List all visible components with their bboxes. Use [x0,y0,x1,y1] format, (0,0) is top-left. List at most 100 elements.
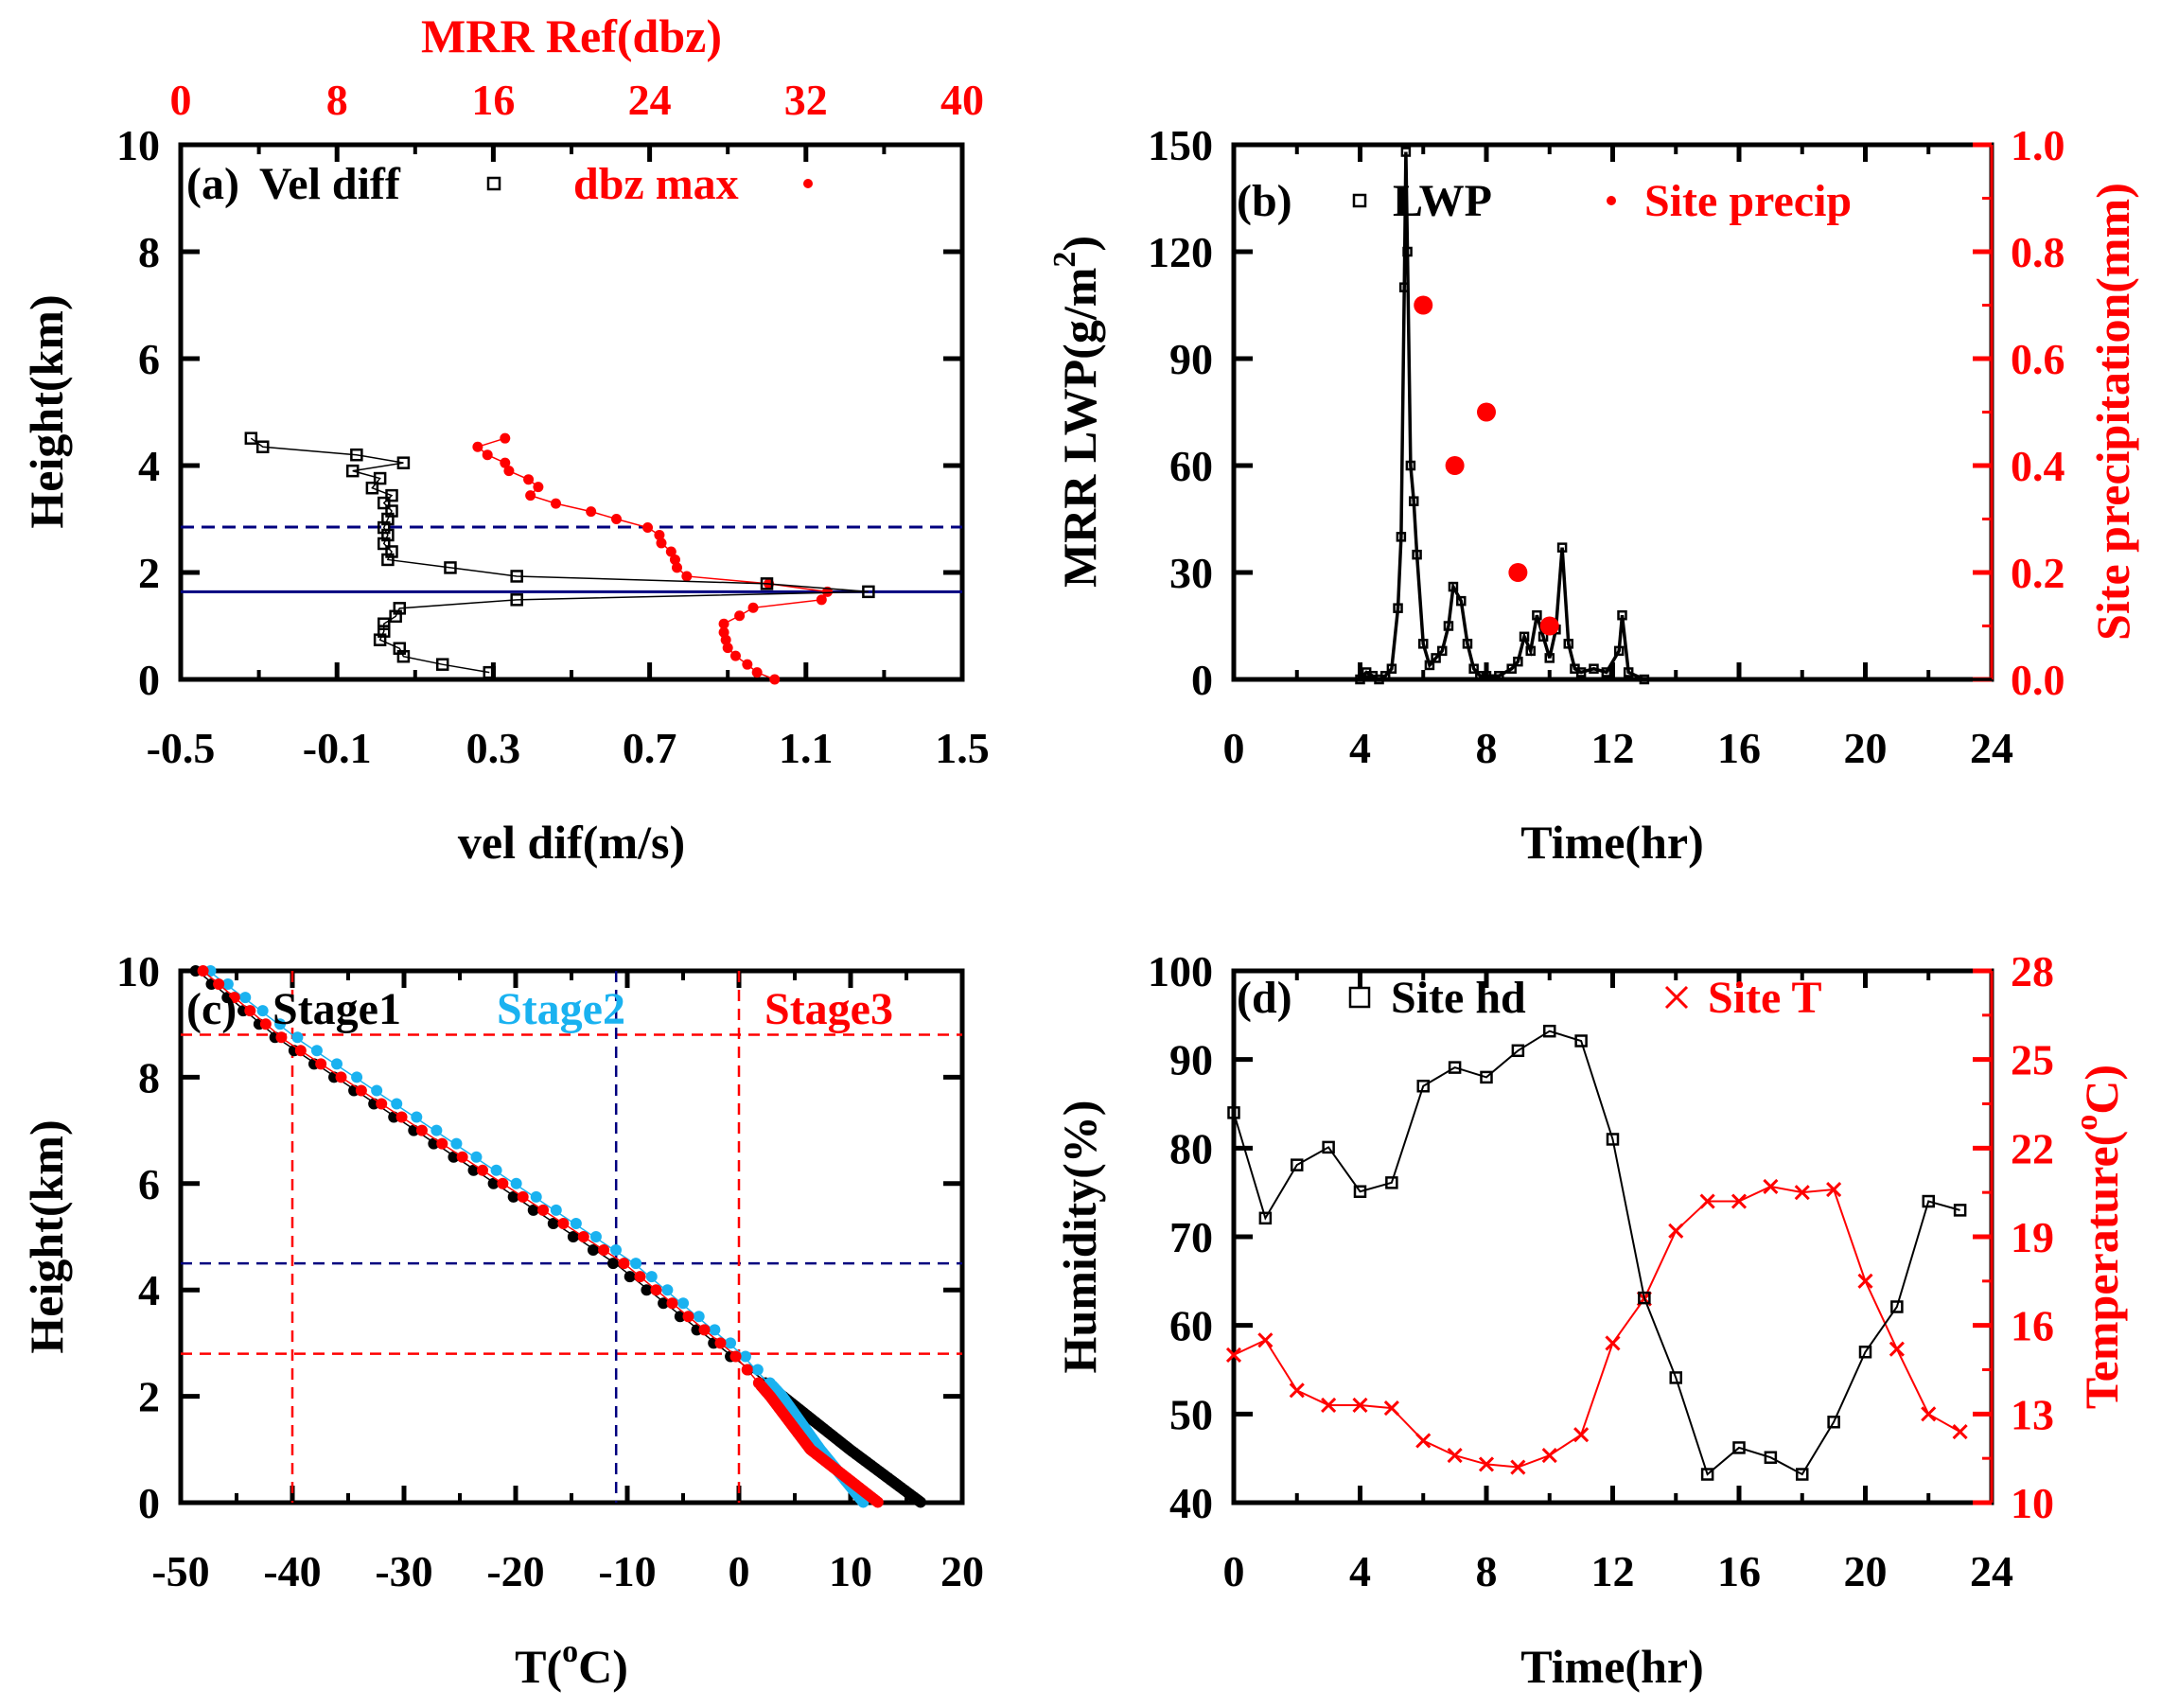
site-hd-point [1638,1291,1651,1305]
lwp-point [1556,542,1568,553]
x-tick-label: 12 [1591,724,1635,772]
top-tick-label: 16 [471,76,515,124]
vel-diff-point [255,440,270,453]
stage1-point [527,1204,539,1216]
x-tick-label: -40 [263,1547,321,1595]
vel-diff-point [381,512,395,526]
panel-c-label: (c) [186,984,237,1034]
dbz-max-point [642,522,654,534]
lwp-point [1563,639,1574,649]
lwp-point [1481,670,1492,681]
stage3-point [557,1217,570,1229]
dbz-max-point [681,571,693,582]
vel-diff-point [385,545,398,558]
y2-tick-label: 25 [2011,1036,2054,1084]
y2-tick-label: 0.6 [2011,335,2065,383]
legend-dot-icon [1607,196,1616,205]
lwp-point [1448,581,1459,592]
stage3-point [275,1031,288,1044]
stage3-point [294,1045,307,1057]
vel-diff-point [378,537,391,551]
site-precip-point [1414,295,1433,315]
stage3-point [598,1244,610,1257]
legend-square-icon [1348,986,1371,1009]
legend-square-icon [1352,193,1367,208]
stage2-point [510,1177,522,1189]
stage2-point [589,1231,602,1242]
site-precip-point [1445,456,1465,475]
vel-diff-point [396,649,411,663]
stage2-point [371,1084,383,1097]
stage2-point [677,1297,690,1310]
lwp-point [1424,660,1435,671]
lwp-point [1525,645,1536,657]
legend-site-t-label: Site T [1708,973,1821,1023]
lwp-point [1386,663,1397,674]
y-tick-label: 70 [1169,1213,1213,1261]
site-hd-point [1827,1416,1840,1429]
stage1-point [547,1217,559,1229]
vel-diff-point [389,609,402,624]
legend-cross-icon [1664,985,1689,1010]
x-tick-label: 0 [1223,724,1245,772]
vel-diff-point [378,496,391,510]
panel-d-x-axis-title: Time(hr) [1520,1640,1703,1693]
panel-c-y-axis-title: Height(km) [20,1119,73,1353]
stage2-point [530,1190,542,1203]
stage3-point [682,1311,694,1323]
lwp-point [1379,670,1391,681]
y-tick-label: 50 [1169,1390,1213,1438]
stage3-point [698,1324,711,1336]
y2-tick-label: 13 [2011,1390,2054,1438]
vel-diff-point [385,504,398,518]
panel-c-x-axis-title: T(oC) [515,1634,628,1693]
stage3-point [517,1190,529,1203]
stage3-point [335,1071,347,1083]
panel-b-y-axis-title-end: ) [1053,236,1106,252]
top-tick-label: 8 [326,76,348,124]
panel-d-right-axis-title-main: Temperature( [2075,1131,2128,1409]
stage2-point [331,1058,343,1070]
x-tick-label: -20 [486,1547,544,1595]
site-t-point [1826,1181,1842,1198]
legend-site-hd-label: Site hd [1391,973,1526,1023]
y-tick-label: 80 [1169,1124,1213,1172]
stage3-point [376,1098,388,1110]
lwp-point [1405,460,1416,471]
site-precip-point [1477,402,1496,422]
stage1-point [507,1190,519,1203]
vel-diff-point [483,665,497,679]
panel-c-x-axis-title-end: C) [578,1640,628,1693]
lwp-point [1400,147,1412,157]
stage2-point [256,1005,269,1017]
lwp-point [1617,609,1627,621]
site-hd-point [1732,1441,1746,1454]
site-hd-point [1227,1106,1240,1119]
site-t-point [1573,1427,1590,1443]
legend-square-icon [486,176,501,191]
stage1-point [587,1244,599,1257]
panel-b-right-axis-title: Site precipitation(mm) [2086,183,2139,641]
site-hd-point [1258,1211,1273,1225]
site-t-point [1415,1433,1432,1449]
vel-diff-point [244,431,258,445]
lwp-point [1468,663,1479,674]
site-t-point [1668,1223,1684,1239]
y2-tick-label: 28 [2011,947,2054,995]
stage3-point [456,1151,468,1163]
vel-diff-point [373,471,387,485]
vel-diff-point [365,481,379,495]
site-hd-point [1796,1468,1809,1481]
y-tick-label: 10 [116,121,160,169]
site-hd-point [1574,1034,1588,1048]
vel-diff-point [385,488,398,502]
dbz-max-point [734,610,746,622]
stage2-point [693,1311,705,1323]
lwp-point [1601,667,1612,678]
site-t-point [1605,1335,1621,1351]
legend-dot-icon [803,179,813,188]
dbz-max-point [525,490,536,502]
panel-b-y-axis-title-sup: 2 [1047,252,1082,268]
lwp-point [1412,549,1422,560]
